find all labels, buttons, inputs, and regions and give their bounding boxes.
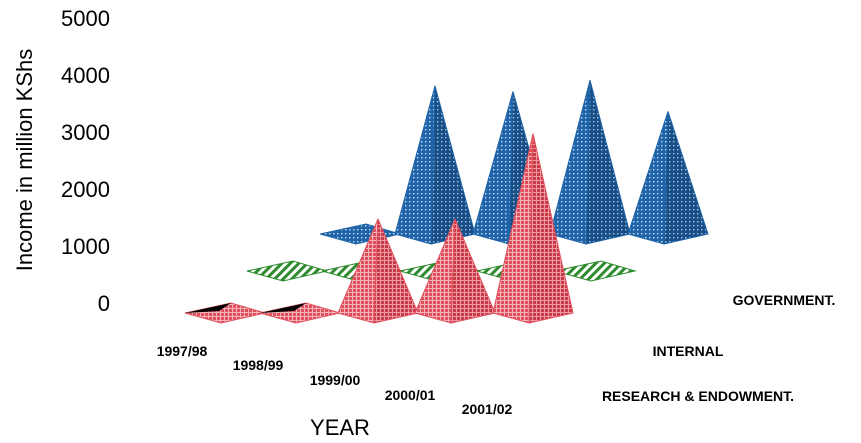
- bar-mark: [554, 260, 637, 282]
- y-tick-label: 2000: [61, 177, 110, 202]
- bar-mark: [414, 218, 496, 324]
- y-axis-title: Income in million KShs: [12, 49, 37, 272]
- y-tick-label: 4000: [61, 63, 110, 88]
- bar-mark: [337, 218, 419, 324]
- series-label: RESEARCH & ENDOWMENT.: [602, 388, 794, 404]
- bar-mark: [549, 79, 631, 245]
- bar-mark: [394, 85, 476, 245]
- x-tick-label: 2001/02: [462, 401, 513, 417]
- series-labels: GOVERNMENT. INTERNAL RESEARCH & ENDOWMENT.: [602, 292, 835, 404]
- series-label: GOVERNMENT.: [733, 292, 836, 308]
- series-label: INTERNAL: [653, 343, 724, 359]
- x-axis-title: YEAR: [310, 415, 370, 440]
- x-tick-label: 1997/98: [157, 343, 208, 359]
- y-tick-label: 3000: [61, 120, 110, 145]
- series-2: [184, 133, 574, 324]
- y-tick-label: 5000: [61, 6, 110, 31]
- plot-area: [184, 79, 709, 324]
- bar-mark: [627, 111, 709, 245]
- x-tick-label: 2000/01: [385, 387, 436, 403]
- y-axis: 0 1000 2000 3000 4000 5000: [61, 6, 110, 316]
- x-axis-tick-labels: 1997/98 1998/99 1999/00 2000/01 2001/02: [157, 343, 513, 417]
- bar-mark: [319, 223, 402, 245]
- y-tick-label: 1000: [61, 234, 110, 259]
- x-tick-label: 1998/99: [233, 357, 284, 373]
- bar-mark: [246, 260, 329, 282]
- y-tick-label: 0: [98, 291, 110, 316]
- bar-mark: [184, 302, 267, 324]
- x-tick-label: 1999/00: [310, 372, 361, 388]
- bar-mark: [259, 302, 342, 324]
- bar-mark: [492, 133, 574, 324]
